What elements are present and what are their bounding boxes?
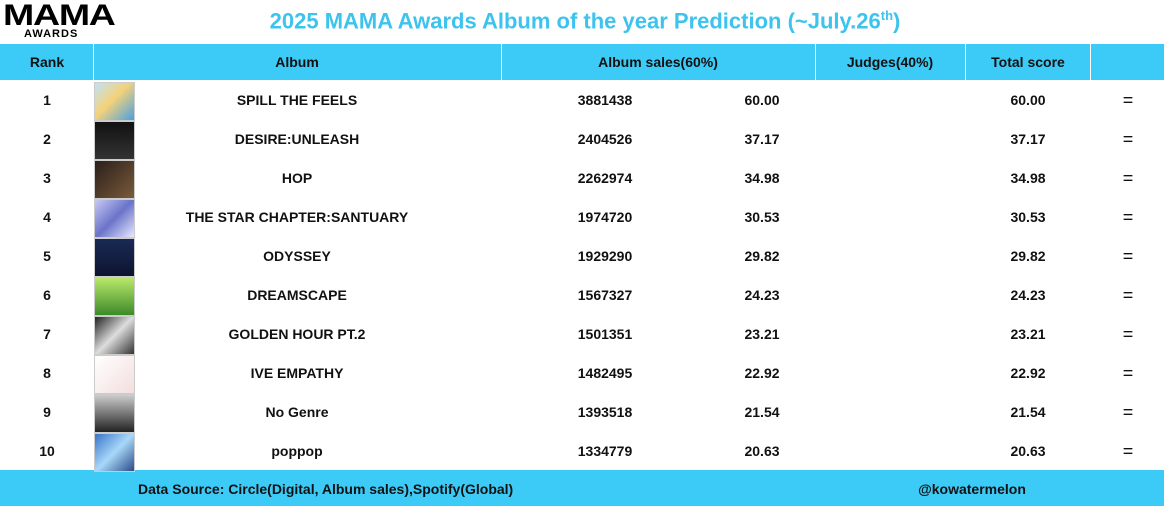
album-cover — [94, 121, 135, 160]
album-cover — [94, 355, 135, 394]
header-divider — [501, 44, 502, 80]
table-cell: 5 — [43, 248, 51, 264]
table-cell: 3 — [43, 170, 51, 186]
table-cell: 21.54 — [744, 404, 780, 420]
table-cell: 34.98 — [744, 170, 780, 186]
header-divider — [965, 44, 966, 80]
table-cell: 1929290 — [577, 248, 633, 264]
table-cell: 23.21 — [744, 326, 780, 342]
table-cell: 1393518 — [577, 404, 633, 420]
title-sup: th — [880, 8, 894, 23]
credit: @kowatermelon — [918, 481, 1026, 497]
table-cell: 9 — [43, 404, 51, 420]
table-cell: 8 — [43, 365, 51, 381]
table-cell: 23.21 — [1010, 326, 1046, 342]
table-cell: 1567327 — [577, 287, 633, 303]
header-divider — [815, 44, 816, 80]
table-cell: IVE EMPATHY — [250, 365, 344, 381]
table-cell: DREAMSCAPE — [247, 287, 347, 303]
rank-change: = — [1122, 324, 1134, 344]
source: Data Source: Circle(Digital, Album sales… — [138, 481, 514, 497]
header-divider — [1090, 44, 1091, 80]
album-cover — [94, 82, 135, 121]
title: 2025 MAMA Awards Album of the year Predi… — [270, 8, 901, 34]
table-cell: 24.23 — [1010, 287, 1046, 303]
album-cover — [94, 394, 135, 433]
table-cell: 29.82 — [744, 248, 780, 264]
album-cover — [94, 199, 135, 238]
rank-change: = — [1122, 441, 1134, 461]
table-cell: 2 — [43, 131, 51, 147]
rank-change: = — [1122, 246, 1134, 266]
header-cell: Album — [275, 54, 319, 70]
header-bar — [0, 44, 1164, 80]
album-cover — [94, 277, 135, 316]
rank-change: = — [1122, 363, 1134, 383]
rank-change: = — [1122, 90, 1134, 110]
rank-change: = — [1122, 285, 1134, 305]
header-cell: Album sales(60%) — [598, 54, 718, 70]
table-cell: 1482495 — [577, 365, 633, 381]
rank-change: = — [1122, 402, 1134, 422]
table-cell: 1501351 — [577, 326, 633, 342]
table-cell: 60.00 — [1010, 92, 1046, 108]
table-cell: SPILL THE FEELS — [236, 92, 358, 108]
footer-bar — [0, 470, 1164, 506]
table-cell: No Genre — [265, 404, 329, 420]
table-cell: 20.63 — [744, 443, 780, 459]
table-cell: 24.23 — [744, 287, 780, 303]
logo-sub: AWARDS — [24, 28, 79, 40]
table-cell: 22.92 — [744, 365, 780, 381]
table-cell: 1 — [43, 92, 51, 108]
table-cell: 60.00 — [744, 92, 780, 108]
table-cell: 3881438 — [577, 92, 633, 108]
album-cover — [94, 160, 135, 199]
table-cell: 30.53 — [744, 209, 780, 225]
table-cell: 22.92 — [1010, 365, 1046, 381]
album-cover — [94, 433, 135, 472]
table-cell: 29.82 — [1010, 248, 1046, 264]
table-cell: 34.98 — [1010, 170, 1046, 186]
table-cell: HOP — [281, 170, 313, 186]
table-cell: 20.63 — [1010, 443, 1046, 459]
album-cover — [94, 238, 135, 277]
header-cell: Rank — [29, 54, 65, 70]
table-cell: 2262974 — [577, 170, 633, 186]
header-cell: Judges(40%) — [846, 54, 934, 70]
logo: MAMA — [3, 0, 116, 32]
table-cell: 37.17 — [1010, 131, 1046, 147]
rank-change: = — [1122, 168, 1134, 188]
table-cell: THE STAR CHAPTER:SANTUARY — [185, 209, 409, 225]
title-end: ) — [893, 8, 901, 34]
table-cell: 4 — [43, 209, 51, 225]
table-cell: DESIRE:UNLEASH — [234, 131, 360, 147]
table-cell: 30.53 — [1010, 209, 1046, 225]
table-cell: 2404526 — [577, 131, 633, 147]
table-cell: 21.54 — [1010, 404, 1046, 420]
table-cell: 1974720 — [577, 209, 633, 225]
table-cell: ODYSSEY — [263, 248, 331, 264]
table-cell: 6 — [43, 287, 51, 303]
rank-change: = — [1122, 129, 1134, 149]
header-cell: Total score — [991, 54, 1065, 70]
album-cover — [94, 316, 135, 355]
title-main: 2025 MAMA Awards Album of the year Predi… — [269, 8, 881, 34]
table-cell: 1334779 — [577, 443, 633, 459]
table-cell: 7 — [43, 326, 51, 342]
header-divider — [93, 44, 94, 80]
rank-change: = — [1122, 207, 1134, 227]
table-cell: GOLDEN HOUR PT.2 — [228, 326, 366, 342]
table-cell: 37.17 — [744, 131, 780, 147]
table-cell: 10 — [39, 443, 55, 459]
table-cell: poppop — [271, 443, 323, 459]
